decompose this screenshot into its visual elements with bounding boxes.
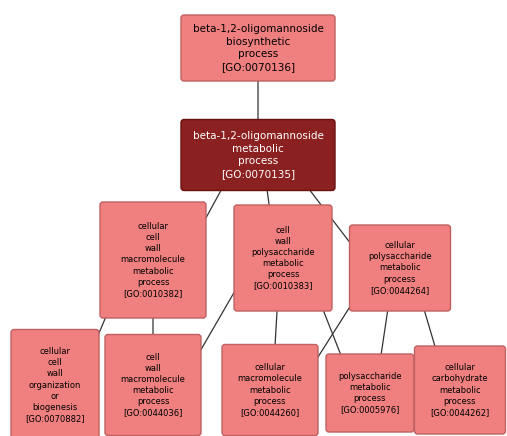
Text: cellular
carbohydrate
metabolic
process
[GO:0044262]: cellular carbohydrate metabolic process … bbox=[430, 363, 490, 417]
Text: polysaccharide
metabolic
process
[GO:0005976]: polysaccharide metabolic process [GO:000… bbox=[338, 372, 402, 414]
FancyBboxPatch shape bbox=[105, 334, 201, 436]
Text: beta-1,2-oligomannoside
biosynthetic
process
[GO:0070136]: beta-1,2-oligomannoside biosynthetic pro… bbox=[193, 24, 323, 72]
Text: cell
wall
polysaccharide
metabolic
process
[GO:0010383]: cell wall polysaccharide metabolic proce… bbox=[251, 226, 315, 290]
FancyBboxPatch shape bbox=[181, 15, 335, 81]
Text: cell
wall
macromolecule
metabolic
process
[GO:0044036]: cell wall macromolecule metabolic proces… bbox=[121, 353, 186, 417]
FancyBboxPatch shape bbox=[11, 330, 99, 436]
FancyBboxPatch shape bbox=[222, 344, 318, 436]
Text: cellular
macromolecule
metabolic
process
[GO:0044260]: cellular macromolecule metabolic process… bbox=[238, 363, 303, 417]
FancyBboxPatch shape bbox=[415, 346, 505, 434]
FancyBboxPatch shape bbox=[326, 354, 414, 432]
FancyBboxPatch shape bbox=[181, 119, 335, 191]
Text: cellular
cell
wall
macromolecule
metabolic
process
[GO:0010382]: cellular cell wall macromolecule metabol… bbox=[121, 222, 186, 298]
FancyBboxPatch shape bbox=[100, 202, 206, 318]
Text: beta-1,2-oligomannoside
metabolic
process
[GO:0070135]: beta-1,2-oligomannoside metabolic proces… bbox=[193, 131, 323, 179]
Text: cellular
polysaccharide
metabolic
process
[GO:0044264]: cellular polysaccharide metabolic proces… bbox=[368, 241, 432, 295]
FancyBboxPatch shape bbox=[234, 205, 332, 311]
Text: cellular
cell
wall
organization
or
biogenesis
[GO:0070882]: cellular cell wall organization or bioge… bbox=[25, 347, 85, 423]
FancyBboxPatch shape bbox=[349, 225, 451, 311]
